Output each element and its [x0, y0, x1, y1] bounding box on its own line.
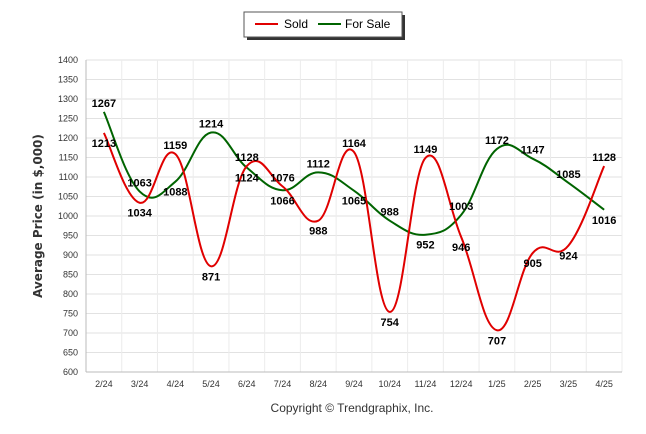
- data-label-for-sale: 1088: [163, 187, 187, 199]
- y-tick-label: 1100: [59, 172, 78, 182]
- y-tick-label: 1000: [58, 211, 78, 221]
- data-label-sold: 707: [488, 335, 506, 347]
- data-label-for-sale: 1066: [270, 195, 294, 207]
- x-tick-label: 3/25: [560, 379, 578, 389]
- series-lines: [102, 111, 606, 332]
- data-labels: 1213 1034 1159 871 1128 1076 988 1164 754 1149 946…: [92, 98, 617, 347]
- data-label-sold: 1213: [92, 138, 116, 150]
- data-label-for-sale: 1085: [556, 169, 580, 181]
- x-tick-label: 4/24: [167, 379, 185, 389]
- data-label-for-sale: 1124: [235, 173, 260, 185]
- y-tick-label: 600: [63, 367, 78, 377]
- y-axis-ticks: 600 650 700 750 800 850 900 950 1000 1050 1100 1150…: [58, 55, 78, 377]
- data-label-sold: 1076: [270, 172, 294, 184]
- data-label-for-sale: 1065: [342, 196, 366, 208]
- x-tick-label: 6/24: [238, 379, 256, 389]
- x-tick-label: 10/24: [378, 379, 401, 389]
- data-label-sold: 1164: [342, 138, 367, 150]
- y-tick-label: 900: [63, 250, 78, 260]
- data-label-for-sale: 1003: [449, 201, 473, 213]
- y-tick-label: 1400: [58, 55, 78, 65]
- y-tick-label: 1350: [58, 75, 78, 85]
- data-label-sold: 924: [559, 251, 578, 263]
- x-tick-label: 9/24: [345, 379, 363, 389]
- x-axis-ticks: 2/24 3/24 4/24 5/24 6/24 7/24 8/24 9/24 10/24 11/…: [95, 379, 613, 389]
- data-label-for-sale: 952: [416, 240, 434, 252]
- y-tick-label: 1150: [59, 153, 78, 163]
- data-label-for-sale: 1147: [521, 145, 545, 157]
- x-tick-label: 8/24: [310, 379, 328, 389]
- data-label-sold: 1149: [414, 144, 438, 156]
- series-line-sold: [102, 132, 606, 332]
- y-tick-label: 1200: [58, 133, 78, 143]
- y-tick-label: 1050: [58, 192, 78, 202]
- data-label-sold: 754: [381, 317, 400, 329]
- y-tick-label: 950: [63, 231, 78, 241]
- data-label-for-sale: 1063: [127, 177, 151, 189]
- y-tick-label: 1250: [58, 114, 78, 124]
- data-label-sold: 905: [523, 258, 541, 270]
- data-label-sold: 1159: [163, 140, 187, 152]
- x-tick-label: 5/24: [202, 379, 220, 389]
- y-tick-label: 700: [63, 328, 78, 338]
- data-label-sold: 988: [309, 226, 327, 238]
- series-line-for-sale: [102, 111, 605, 236]
- x-tick-label: 1/25: [488, 379, 506, 389]
- x-tick-label: 2/24: [95, 379, 113, 389]
- legend-label-sold: Sold: [284, 17, 308, 31]
- copyright-text: Copyright © Trendgraphix, Inc.: [271, 401, 434, 415]
- y-tick-label: 650: [63, 348, 78, 358]
- y-axis-label: Average Price (in $,000): [31, 134, 45, 298]
- y-tick-label: 1300: [58, 94, 78, 104]
- x-tick-label: 3/24: [131, 379, 149, 389]
- y-tick-label: 800: [63, 289, 78, 299]
- x-tick-label: 12/24: [450, 379, 473, 389]
- x-tick-label: 4/25: [595, 379, 613, 389]
- data-label-sold: 1034: [127, 208, 152, 220]
- y-tick-label: 750: [63, 309, 78, 319]
- data-label-sold: 1128: [235, 152, 259, 164]
- data-label-for-sale: 1172: [485, 135, 509, 147]
- data-label-sold: 1128: [592, 152, 616, 164]
- legend-label-for-sale: For Sale: [345, 17, 391, 31]
- grid: [85, 59, 623, 373]
- y-tick-label: 850: [63, 270, 78, 280]
- data-label-sold: 946: [452, 242, 470, 254]
- data-label-for-sale: 1016: [592, 215, 616, 227]
- data-label-for-sale: 1267: [92, 98, 116, 110]
- data-label-sold: 871: [202, 271, 220, 283]
- legend: Sold For Sale: [243, 11, 405, 40]
- x-tick-label: 11/24: [415, 379, 437, 389]
- data-label-for-sale: 1112: [307, 158, 330, 170]
- data-label-for-sale: 1214: [199, 119, 224, 131]
- x-tick-label: 7/24: [274, 379, 292, 389]
- x-tick-label: 2/25: [524, 379, 542, 389]
- data-label-for-sale: 988: [381, 207, 399, 219]
